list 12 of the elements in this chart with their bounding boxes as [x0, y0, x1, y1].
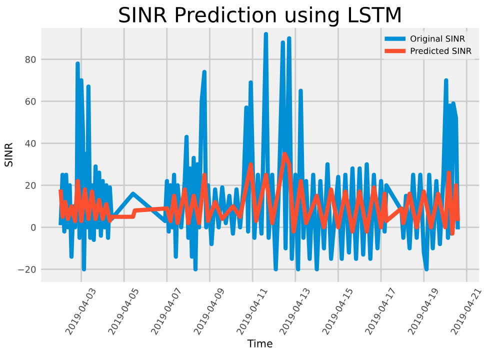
y-tick-label: −20: [18, 266, 36, 273]
chart-title: SINR Prediction using LSTM: [119, 6, 400, 27]
x-axis-title: Time: [247, 339, 272, 348]
legend-label: Predicted SINR: [410, 48, 472, 54]
y-axis-title: SINR: [4, 142, 12, 167]
y-tick-label: 20: [25, 182, 36, 189]
y-tick-label: 40: [25, 140, 36, 147]
line-series: [58, 152, 460, 236]
y-tick-label: 80: [25, 56, 36, 63]
y-tick-label: 60: [25, 98, 36, 105]
legend-label: Original SINR: [410, 35, 465, 44]
y-tick-label: 0: [31, 224, 36, 231]
